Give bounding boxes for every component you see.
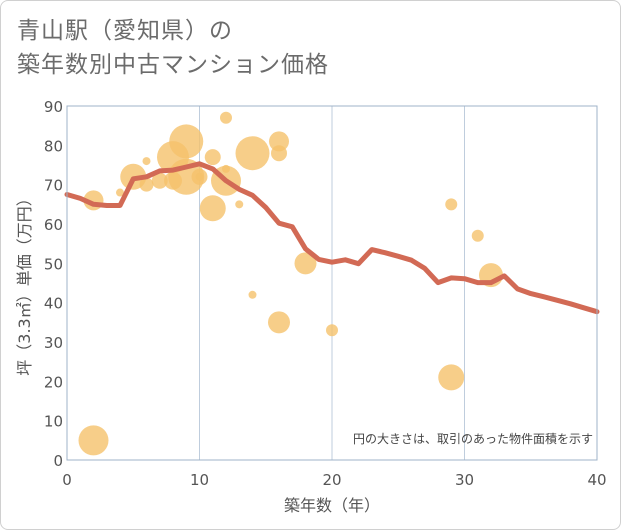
bubble-point xyxy=(326,324,338,337)
x-tick-label: 40 xyxy=(587,471,606,489)
bubble-point xyxy=(269,131,289,152)
bubble-point xyxy=(222,164,230,173)
bubble-point xyxy=(139,177,154,192)
chart-title-line-1: 青山駅（愛知県）の xyxy=(17,18,233,44)
y-tick-label: 40 xyxy=(44,295,63,313)
bubble-point xyxy=(438,364,465,391)
bubble-point xyxy=(116,188,124,197)
trend-line xyxy=(64,161,600,315)
bubble-point xyxy=(294,252,317,275)
bubble-point xyxy=(271,145,287,162)
bubble-point xyxy=(195,172,204,181)
y-tick-label: 20 xyxy=(44,373,63,391)
bubble-point xyxy=(169,124,204,159)
bubble-point xyxy=(151,172,168,189)
y-tick-label: 60 xyxy=(44,216,63,234)
bubble-point xyxy=(268,311,290,334)
y-tick-label: 30 xyxy=(44,334,63,352)
x-tick-label: 0 xyxy=(62,471,72,489)
bubble-point xyxy=(199,195,226,222)
y-tick-label: 90 xyxy=(44,98,63,116)
y-tick-label: 70 xyxy=(44,177,63,195)
plot-border xyxy=(66,105,598,461)
bubble-point xyxy=(471,229,484,242)
bubble-point xyxy=(220,111,232,124)
axes: 0 10 20 30 40 0 10 20 30 40 50 60 70 80 90 xyxy=(44,98,607,489)
bubble-point xyxy=(235,200,244,209)
bubble-size-note: 円の大きさは、取引のあった物件面積を示す xyxy=(353,431,593,446)
y-tick-label: 50 xyxy=(44,255,63,273)
x-tick-label: 30 xyxy=(455,471,474,489)
x-tick-label: 20 xyxy=(322,471,341,489)
y-tick-label: 0 xyxy=(53,452,63,470)
chart-title: 青山駅（愛知県）の 築年数別中古マンション価格 xyxy=(17,14,329,82)
bubble-point xyxy=(204,149,221,166)
x-axis-title: 築年数（年） xyxy=(284,496,380,515)
bubble-point xyxy=(248,290,257,299)
x-tick-label: 10 xyxy=(190,471,209,489)
bubble-point xyxy=(445,198,458,211)
y-axis-title: 坪（3.3㎡）単価（万円） xyxy=(15,190,34,375)
y-tick-label: 10 xyxy=(44,413,63,431)
bubble-point xyxy=(142,157,151,166)
bubble-point xyxy=(78,425,109,456)
y-tick-label: 80 xyxy=(44,137,63,155)
bubble-point xyxy=(235,136,270,171)
chart-title-line-2: 築年数別中古マンション価格 xyxy=(17,52,329,78)
trend-line-series xyxy=(64,161,600,315)
